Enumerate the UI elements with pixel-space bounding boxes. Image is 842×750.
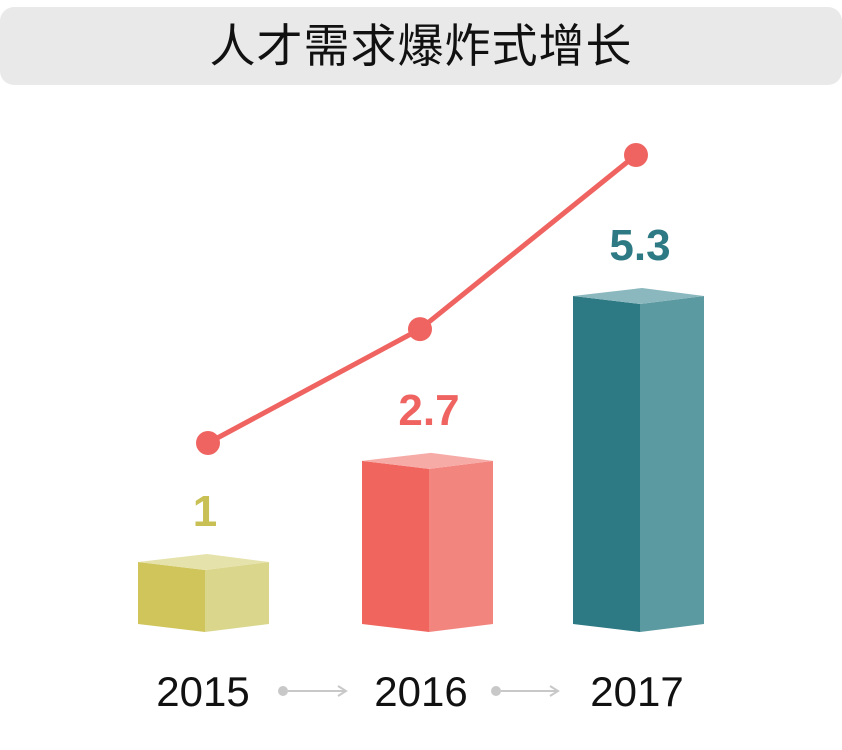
bar-2016-front	[362, 460, 429, 632]
x-tick-label-2016: 2016	[374, 668, 467, 715]
line-point-2016	[408, 317, 432, 342]
chart-title: 人才需求爆炸式增长	[209, 19, 633, 73]
bar-2016-side	[429, 460, 493, 632]
x-tick-label-2015: 2015	[156, 668, 249, 715]
arrow-right-icon	[549, 685, 560, 697]
bar-2017-side	[640, 296, 704, 632]
data-label-2015: 1	[193, 487, 217, 536]
title-bar: 人才需求爆炸式增长	[0, 7, 842, 85]
line-point-2017	[624, 143, 648, 167]
data-label-2016: 2.7	[398, 386, 459, 435]
x-tick-label-2017: 2017	[590, 668, 683, 715]
bar-2015-front	[138, 562, 205, 632]
connector-dot-1	[278, 686, 288, 696]
arrow-right-icon	[337, 685, 348, 697]
bar-2015-top	[138, 554, 269, 570]
data-label-2017: 5.3	[609, 221, 670, 270]
bar-2017-front	[573, 296, 640, 632]
bar-2017-top	[573, 288, 704, 304]
bar-2016-top	[362, 452, 493, 469]
line-point-2015	[196, 431, 220, 455]
connector-dot-2	[491, 686, 501, 696]
bar-2015-side	[205, 562, 269, 632]
